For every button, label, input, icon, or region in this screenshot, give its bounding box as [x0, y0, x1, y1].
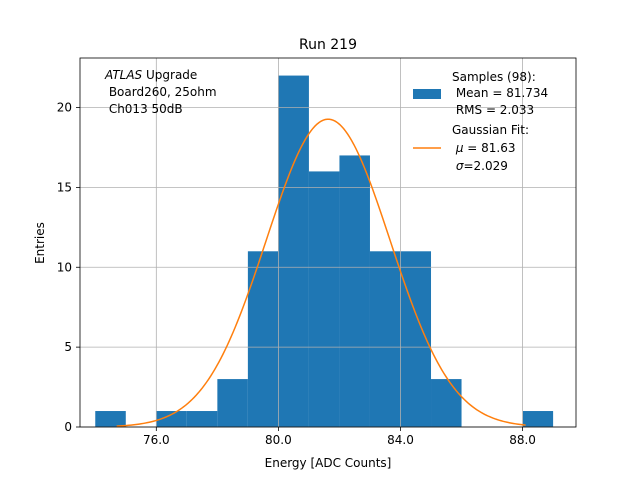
x-tick-label-1: 80.0: [265, 433, 292, 447]
mu-value: = 81.63: [463, 141, 515, 155]
legend-samples-mean: Mean = 81.734: [452, 86, 548, 100]
chart-title: Run 219: [299, 37, 357, 53]
sigma-symbol: σ: [456, 159, 464, 173]
x-tick-label-3: 88.0: [509, 433, 536, 447]
x-axis-label: Energy [ADC Counts]: [265, 456, 392, 470]
legend-samples-rms: RMS = 2.033: [452, 103, 534, 117]
mu-symbol: μ: [455, 141, 464, 155]
upgrade-label: Upgrade: [142, 68, 197, 82]
histogram-bar-11: [431, 379, 462, 427]
gaussian-fit-curve: [116, 118, 526, 427]
histogram-bar-4: [217, 379, 248, 427]
y-tick-label-1: 5: [64, 340, 72, 354]
legend-samples-swatch: [413, 89, 441, 99]
y-tick-label-3: 15: [57, 180, 72, 194]
y-tick-label-0: 0: [64, 420, 72, 434]
legend-samples-line1: Samples (98):: [452, 70, 536, 84]
legend-fit-sigma: σ=2.029: [452, 159, 508, 173]
x-axis-ticks: 76.0 80.0 84.0 88.0: [143, 427, 536, 447]
histogram-bar-8: [339, 155, 370, 427]
legend: Samples (98): Mean = 81.734 RMS = 2.033 …: [413, 70, 548, 173]
legend-fit-line1: Gaussian Fit:: [452, 123, 529, 137]
y-tick-label-4: 20: [57, 101, 72, 115]
sigma-value: =2.029: [463, 159, 507, 173]
legend-fit-mu: μ = 81.63: [452, 141, 516, 155]
histogram-bar-0: [95, 411, 126, 427]
board-label: Board260, 25ohm: [105, 85, 217, 99]
histogram-bar-7: [308, 171, 340, 427]
atlas-label: ATLAS: [104, 68, 143, 82]
histogram-bar-14: [522, 411, 554, 427]
y-tick-label-2: 10: [57, 260, 72, 274]
channel-label: Ch013 50dB: [105, 102, 183, 116]
axes-frame: [79, 57, 577, 428]
y-axis-ticks: 0 5 10 15 20: [57, 101, 80, 434]
histogram-bar-6: [278, 75, 309, 428]
svg-text:ATLAS Upgrade: ATLAS Upgrade: [104, 68, 197, 82]
y-axis-label: Entries: [33, 222, 47, 264]
histogram-bar-5: [247, 251, 279, 427]
atlas-annotation: ATLAS Upgrade Board260, 25ohm Ch013 50dB: [104, 68, 217, 116]
histogram-bar-3: [186, 411, 218, 427]
histogram-bar-2: [156, 411, 187, 427]
x-tick-label-0: 76.0: [143, 433, 170, 447]
x-tick-label-2: 84.0: [387, 433, 414, 447]
histogram-bar-9: [369, 251, 401, 427]
